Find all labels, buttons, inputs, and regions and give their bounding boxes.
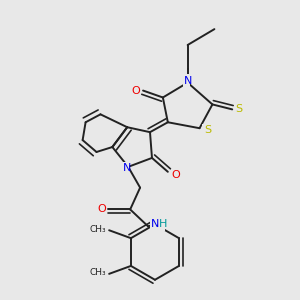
FancyBboxPatch shape — [158, 218, 165, 230]
Text: O: O — [171, 170, 180, 180]
Text: S: S — [236, 104, 243, 114]
Text: O: O — [97, 204, 106, 214]
Text: O: O — [132, 85, 140, 96]
FancyBboxPatch shape — [122, 162, 129, 174]
FancyBboxPatch shape — [171, 169, 178, 181]
Text: CH₃: CH₃ — [89, 225, 106, 234]
Text: S: S — [204, 125, 211, 135]
Text: N: N — [123, 163, 131, 173]
FancyBboxPatch shape — [234, 103, 242, 116]
Text: H: H — [159, 219, 167, 229]
Text: N: N — [184, 76, 192, 85]
FancyBboxPatch shape — [96, 203, 104, 216]
FancyBboxPatch shape — [131, 84, 138, 97]
FancyBboxPatch shape — [183, 74, 190, 87]
Text: CH₃: CH₃ — [89, 268, 106, 278]
FancyBboxPatch shape — [202, 124, 210, 136]
Text: N: N — [151, 219, 159, 229]
FancyBboxPatch shape — [150, 218, 157, 230]
